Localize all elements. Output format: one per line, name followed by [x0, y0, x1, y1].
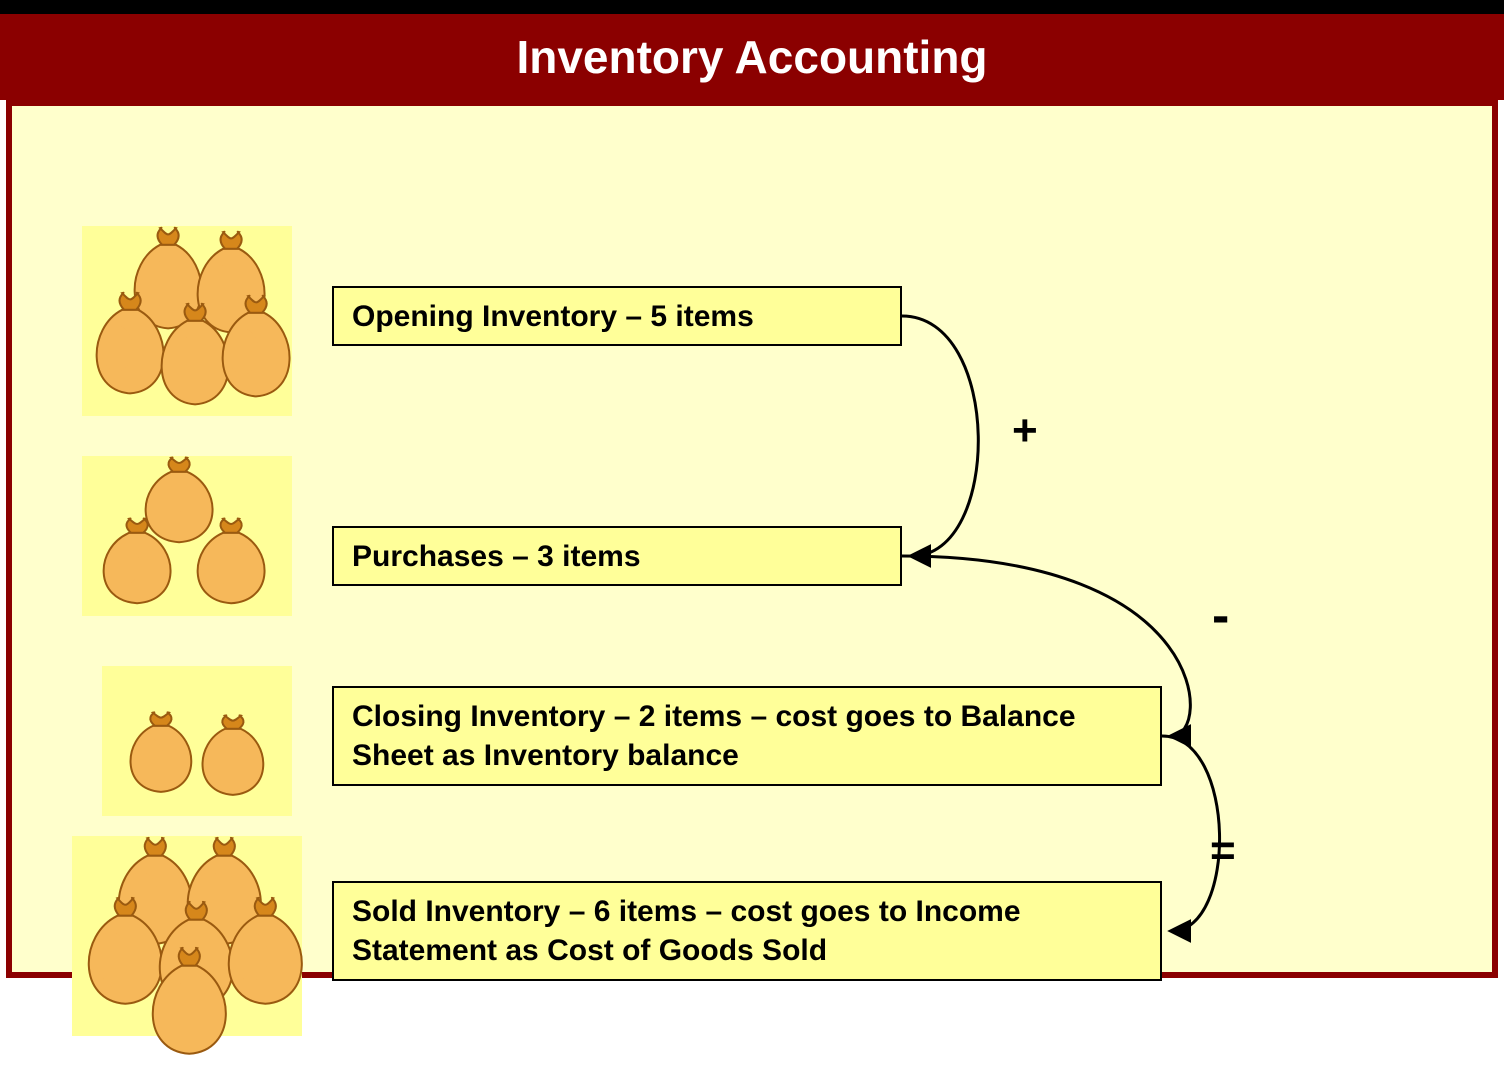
- connector-plus: [902, 316, 978, 556]
- bag-icon: [212, 294, 300, 404]
- bag-icon: [193, 714, 273, 802]
- bag-cluster-closing: [102, 666, 292, 816]
- bag-cluster-sold: [72, 836, 302, 1036]
- bag-icon: [187, 517, 275, 610]
- bag-icon: [141, 946, 238, 1061]
- operator-plus: +: [1012, 406, 1038, 456]
- label-box-closing: Closing Inventory – 2 items – cost goes …: [332, 686, 1162, 786]
- label-text-opening: Opening Inventory – 5 items: [352, 297, 754, 336]
- label-text-closing: Closing Inventory – 2 items – cost goes …: [352, 697, 1142, 775]
- bag-icon: [121, 711, 201, 799]
- bag-icon: [93, 517, 181, 610]
- label-box-sold: Sold Inventory – 6 items – cost goes to …: [332, 881, 1162, 981]
- label-box-purchases: Purchases – 3 items: [332, 526, 902, 586]
- label-text-sold: Sold Inventory – 6 items – cost goes to …: [352, 892, 1142, 970]
- label-box-opening: Opening Inventory – 5 items: [332, 286, 902, 346]
- label-text-purchases: Purchases – 3 items: [352, 537, 641, 576]
- title-text: Inventory Accounting: [516, 31, 987, 83]
- bag-cluster-purchases: [82, 456, 292, 616]
- operator-minus: -: [1212, 586, 1229, 646]
- title-bar: Inventory Accounting: [0, 14, 1504, 100]
- diagram-body: Opening Inventory – 5 items: [6, 100, 1498, 978]
- operator-equals: =: [1210, 826, 1236, 876]
- bag-cluster-opening: [82, 226, 292, 416]
- diagram-canvas: Inventory Accounting: [0, 0, 1504, 990]
